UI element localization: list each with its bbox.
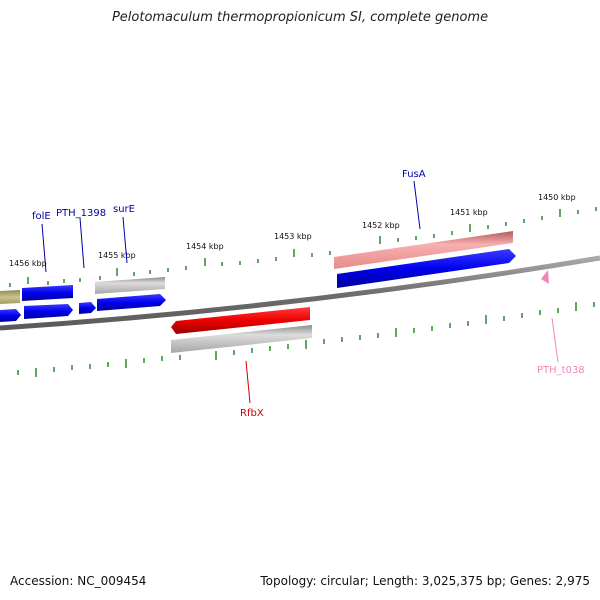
genome-backbone (0, 255, 600, 331)
gene-label-folE[interactable]: folE (32, 211, 51, 222)
gene-RfbX[interactable] (171, 307, 310, 334)
outer-tick-track (9, 207, 597, 287)
gene-olive-left[interactable] (0, 290, 20, 304)
kbp-label-1452: 1452 kbp (362, 221, 400, 230)
kbp-label-1456: 1456 kbp (9, 259, 47, 268)
gene-label-PTH-1398[interactable]: PTH_1398 (56, 208, 106, 219)
genome-summary: Topology: circular; Length: 3,025,375 bp… (260, 574, 590, 588)
gene-gray-reverse[interactable] (171, 325, 312, 353)
gene-label-surE[interactable]: surE (113, 204, 135, 215)
inner-tick-track (17, 302, 595, 377)
accession-label: Accession: NC_009454 (10, 574, 147, 588)
gene-blue-row2-b[interactable] (24, 304, 73, 319)
gene-foIE[interactable] (22, 285, 73, 301)
gene-surE[interactable] (97, 294, 166, 311)
kbp-label-1455: 1455 kbp (98, 251, 136, 260)
kbp-label-1453: 1453 kbp (274, 232, 312, 241)
label-leaders (41, 180, 559, 404)
kbp-label-1454: 1454 kbp (186, 242, 224, 251)
gene-label-RfbX[interactable]: RfbX (240, 408, 264, 419)
map-title: Pelotomaculum thermopropionicum SI, comp… (111, 10, 489, 25)
gene-label-FusA[interactable]: FusA (402, 169, 426, 180)
gene-fusA-pink[interactable] (334, 231, 513, 269)
gene-surE-gray[interactable] (95, 277, 165, 294)
gene-blue-long[interactable] (337, 249, 516, 288)
kbp-label-1451: 1451 kbp (450, 208, 488, 217)
gene-PTH-1398[interactable] (79, 302, 96, 314)
gene-label-PTH-t038[interactable]: PTH_t038 (537, 365, 585, 376)
gene-blue-row2-a[interactable] (0, 309, 21, 322)
trna-PTH-t038[interactable] (541, 270, 549, 284)
kbp-label-1450: 1450 kbp (538, 193, 576, 202)
